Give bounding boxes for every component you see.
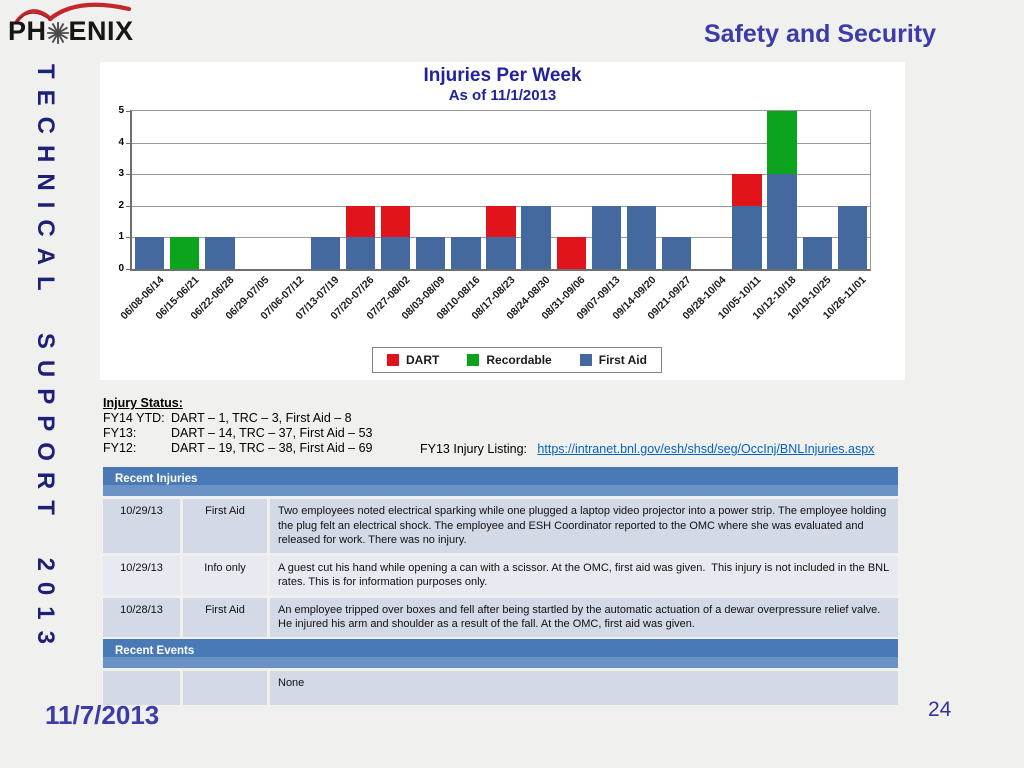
injury-date-cell: 10/28/13: [103, 597, 180, 637]
bar-recordable: [169, 237, 200, 269]
injuries-chart: Injuries Per Week As of 11/1/2013 0 1 2 3 4 5…: [100, 62, 905, 380]
plot-area: 0 1 2 3 4 5: [118, 105, 871, 274]
bar-first-aid: [310, 237, 341, 269]
bar-dart: [345, 205, 376, 238]
table-row: 10/29/13 First Aid Two employees noted e…: [103, 499, 898, 553]
injury-status-block: Injury Status: FY14 YTD: DART – 1, TRC –…: [103, 396, 372, 456]
recent-injuries-table: Recent Injuries 10/29/13 First Aid Two e…: [103, 467, 898, 637]
y-axis-label: 1: [118, 231, 124, 243]
chart-legend: DART Recordable First Aid: [372, 347, 662, 373]
bar-first-aid: [451, 237, 481, 269]
bar-first-aid: [591, 205, 622, 269]
injury-date-cell: 10/29/13: [103, 499, 180, 553]
injury-type-cell: First Aid: [183, 597, 267, 637]
y-axis-label: 5: [118, 105, 124, 116]
logo-text-right: ENIX: [68, 16, 134, 46]
bar-first-aid: [732, 205, 762, 269]
bar-first-aid: [626, 205, 657, 269]
first-aid-swatch-icon: [579, 354, 592, 366]
y-axis-label: 4: [118, 136, 124, 148]
injury-type-cell: First Aid: [183, 499, 267, 553]
legend-label: First Aid: [598, 353, 647, 367]
bar-first-aid: [415, 237, 446, 269]
injury-description-cell: A guest cut his hand while opening a can…: [270, 555, 898, 595]
bar-first-aid: [205, 237, 235, 269]
page-number: 24: [928, 698, 952, 721]
event-date-cell: [103, 671, 180, 705]
y-axis-label: 3: [118, 168, 124, 180]
bar-first-aid: [486, 237, 516, 269]
bar-dart: [486, 205, 516, 238]
injury-status-line: FY14 YTD: DART – 1, TRC – 3, First Aid –…: [103, 411, 372, 426]
dart-swatch-icon: [387, 354, 399, 366]
table-row: 10/28/13 First Aid An employee tripped o…: [103, 597, 898, 637]
footer-date: 11/7/2013: [45, 700, 160, 730]
injury-status-line: FY12: DART – 19, TRC – 38, First Aid – 6…: [103, 441, 372, 456]
bar-dart: [380, 205, 411, 238]
legend-item-first-aid: First Aid: [579, 353, 647, 367]
legend-item-recordable: Recordable: [467, 353, 552, 367]
injury-listing-link[interactable]: https://intranet.bnl.gov/esh/shsd/seg/Oc…: [537, 442, 875, 456]
bar-first-aid: [837, 205, 868, 269]
y-axis-label: 2: [118, 199, 124, 211]
recent-injuries-header: Recent Injuries: [103, 467, 898, 496]
starburst-icon: [46, 21, 69, 44]
y-axis-tick: [126, 142, 131, 144]
y-axis-tick: [126, 174, 131, 176]
gridline: [132, 142, 870, 144]
event-description-cell: None: [270, 671, 898, 705]
gridline: [132, 174, 870, 176]
bar-first-aid: [661, 237, 692, 269]
phenix-swoosh-icon: [15, 2, 132, 23]
chart-title: Injuries Per Week: [423, 65, 582, 86]
injury-status-heading: Injury Status:: [103, 396, 183, 410]
recent-events-table: Recent Events None: [103, 639, 898, 705]
y-axis-tick: [126, 205, 131, 207]
fy-label: FY14 YTD:: [103, 411, 165, 425]
slide-title: Safety and Security: [703, 20, 937, 48]
y-axis-tick: [126, 111, 131, 112]
bar-first-aid: [134, 237, 165, 269]
recent-events-header: Recent Events: [103, 639, 898, 668]
fy-value: DART – 14, TRC – 37, First Aid – 53: [171, 426, 373, 440]
legend-label: DART: [406, 353, 440, 367]
y-axis-tick: [126, 237, 131, 239]
bar-first-aid: [767, 174, 797, 269]
fy-label: FY12:: [103, 441, 137, 455]
chart-subtitle: As of 11/1/2013: [448, 87, 557, 104]
injury-date-cell: 10/29/13: [103, 555, 180, 595]
table-row: 10/29/13 Info only A guest cut his hand …: [103, 555, 898, 595]
legend-item-dart: DART: [387, 353, 439, 367]
bar-recordable: [767, 111, 797, 175]
fy-value: DART – 1, TRC – 3, First Aid – 8: [171, 411, 352, 425]
phenix-logo: PH ENIX: [8, 0, 138, 52]
bar-first-aid: [345, 237, 376, 269]
injury-listing-line: FY13 Injury Listing: https://intranet.bn…: [420, 442, 874, 456]
fy-value: DART – 19, TRC – 38, First Aid – 69: [171, 441, 373, 455]
injury-description-cell: Two employees noted electrical sparking …: [270, 499, 898, 553]
side-banner-text: TECHNICAL SUPPORT 2013: [32, 64, 59, 655]
bar-first-aid: [521, 205, 551, 269]
y-axis-tick: [126, 269, 131, 270]
injury-type-cell: Info only: [183, 555, 267, 595]
fy-label: FY13:: [103, 426, 137, 440]
bar-first-aid: [380, 237, 411, 269]
injury-status-line: FY13: DART – 14, TRC – 37, First Aid – 5…: [103, 426, 372, 441]
legend-label: Recordable: [486, 353, 552, 367]
recordable-swatch-icon: [467, 354, 480, 366]
logo-text-left: PH: [8, 16, 47, 46]
bar-first-aid: [802, 237, 833, 269]
y-axis-label: 0: [118, 263, 124, 274]
bar-dart: [556, 237, 587, 269]
phenix-logo-text: PH ENIX: [8, 16, 134, 47]
table-row: None: [103, 671, 898, 705]
bar-dart: [732, 174, 762, 206]
injury-listing-label: FY13 Injury Listing:: [420, 442, 527, 456]
injury-description-cell: An employee tripped over boxes and fell …: [270, 597, 898, 637]
event-type-cell: [183, 671, 267, 705]
